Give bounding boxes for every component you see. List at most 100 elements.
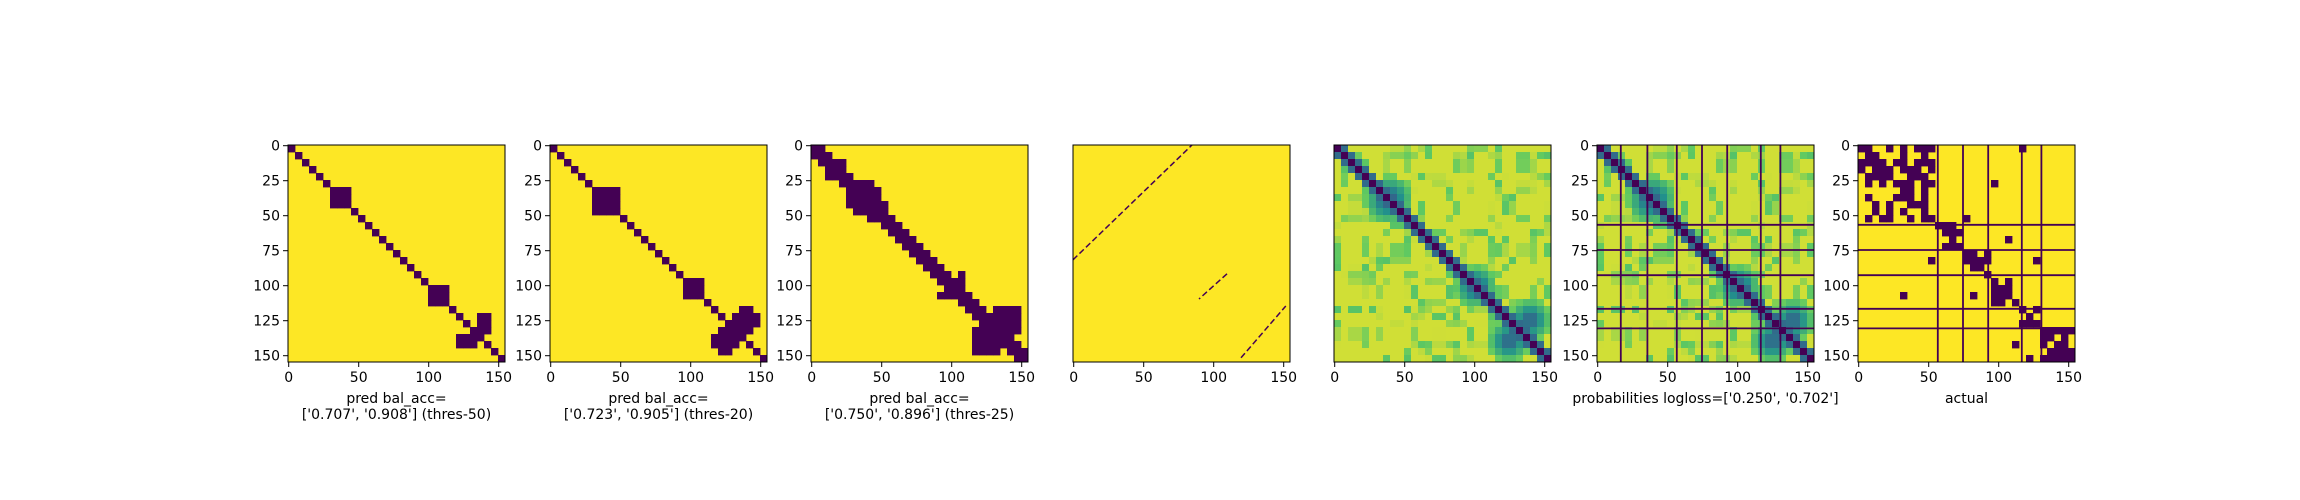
heatmap-cell <box>1404 285 1412 293</box>
heatmap-cell <box>1744 299 1752 307</box>
heatmap-cell <box>1397 341 1405 349</box>
heatmap-cell <box>1653 327 1661 335</box>
heatmap-cell <box>1667 145 1675 153</box>
heatmap-cell <box>1355 327 1363 335</box>
heatmap-cell <box>1886 201 1894 209</box>
heatmap-cell <box>1660 208 1668 216</box>
heatmap-cell <box>1537 271 1545 279</box>
heatmap-cell <box>1730 250 1738 258</box>
heatmap-cell <box>1858 159 1866 167</box>
heatmap-cell <box>1446 348 1454 356</box>
heatmap-cell <box>1446 208 1454 216</box>
heatmap-cell <box>1737 320 1745 328</box>
heatmap-cell <box>1439 194 1447 202</box>
heatmap-cell <box>1744 348 1752 356</box>
heatmap-cell <box>1695 341 1703 349</box>
heatmap-cell <box>1695 159 1703 167</box>
heatmap-cell <box>1544 159 1552 167</box>
heatmap-cell <box>1744 201 1752 209</box>
heatmap-cell <box>993 306 1001 314</box>
heatmap-cell <box>1390 271 1398 279</box>
heatmap-cell <box>1000 313 1008 321</box>
heatmap-cell <box>972 327 980 335</box>
heatmap-cell <box>1537 145 1545 153</box>
heatmap-cell <box>1369 145 1377 153</box>
heatmap-cell <box>1418 348 1426 356</box>
heatmap-cell <box>1509 313 1517 321</box>
heatmap-cell <box>1639 236 1647 244</box>
heatmap-cell <box>1653 299 1661 307</box>
heatmap-cell <box>1597 236 1605 244</box>
heatmap-cell <box>1639 250 1647 258</box>
heatmap-cell <box>1695 348 1703 356</box>
heatmap-cell <box>1418 145 1426 153</box>
heatmap-cell <box>1474 243 1482 251</box>
heatmap-cell <box>1751 243 1759 251</box>
heatmap-cell <box>1523 222 1531 230</box>
heatmap-cell <box>1348 145 1356 153</box>
heatmap-cell <box>1502 306 1510 314</box>
heatmap-cell <box>1702 180 1710 188</box>
heatmap-cell <box>1355 145 1363 153</box>
heatmap-cell <box>832 166 840 174</box>
heatmap-cell <box>1495 320 1503 328</box>
panel-caption: ['0.707', '0.908'] (thres-50) <box>302 407 491 423</box>
heatmap-cell <box>1695 306 1703 314</box>
heatmap-cell <box>1730 264 1738 272</box>
heatmap-cell <box>1341 341 1349 349</box>
heatmap-cell <box>1488 222 1496 230</box>
heatmap-cell <box>1488 159 1496 167</box>
heatmap-cell <box>1991 285 1999 293</box>
heatmap-cell <box>1597 208 1605 216</box>
heatmap-cell <box>874 215 882 223</box>
heatmap-cell <box>2026 355 2034 363</box>
heatmap-cell <box>456 313 464 321</box>
heatmap-cell <box>853 180 861 188</box>
x-tick-label: 100 <box>677 370 704 386</box>
heatmap-cell <box>1425 306 1433 314</box>
heatmap-cell <box>1544 285 1552 293</box>
heatmap-cell <box>1397 222 1405 230</box>
heatmap-cell <box>1667 327 1675 335</box>
heatmap-cell <box>1653 292 1661 300</box>
heatmap-cell <box>1502 201 1510 209</box>
heatmap-cell <box>1488 208 1496 216</box>
heatmap-cell <box>1411 320 1419 328</box>
heatmap-cell <box>1793 187 1801 195</box>
heatmap-cell <box>1481 201 1489 209</box>
heatmap-cell <box>1695 264 1703 272</box>
heatmap-cell <box>1453 222 1461 230</box>
heatmap-cell <box>1786 299 1794 307</box>
heatmap-cell <box>1404 243 1412 251</box>
heatmap-cell <box>1418 285 1426 293</box>
heatmap-cell <box>1900 292 1908 300</box>
heatmap-cell <box>1397 264 1405 272</box>
heatmap-cell <box>1611 173 1619 181</box>
heatmap-cell <box>1625 334 1633 342</box>
x-tick-label: 50 <box>1920 370 1938 386</box>
heatmap-cell <box>1355 250 1363 258</box>
heatmap-cell <box>1786 278 1794 286</box>
heatmap-cell <box>1495 334 1503 342</box>
heatmap-cell <box>965 306 973 314</box>
heatmap-cell <box>1390 285 1398 293</box>
heatmap-cell <box>1446 320 1454 328</box>
heatmap-cell <box>288 145 296 153</box>
heatmap-cell <box>1793 236 1801 244</box>
heatmap-cell <box>860 208 868 216</box>
heatmap-cell <box>1688 243 1696 251</box>
heatmap-cell <box>1460 257 1468 265</box>
heatmap-cell <box>1730 152 1738 160</box>
heatmap-cell <box>1751 194 1759 202</box>
heatmap-cell <box>634 229 642 237</box>
heatmap-cell <box>1681 236 1689 244</box>
heatmap-cell <box>1460 201 1468 209</box>
heatmap-cell <box>1474 355 1482 363</box>
heatmap-cell <box>1921 159 1929 167</box>
heatmap-cell <box>1425 355 1433 363</box>
heatmap-cell <box>1681 292 1689 300</box>
heatmap-cell <box>463 341 471 349</box>
heatmap-cell <box>1355 271 1363 279</box>
heatmap-cell <box>1397 180 1405 188</box>
heatmap-cell <box>1646 257 1654 265</box>
